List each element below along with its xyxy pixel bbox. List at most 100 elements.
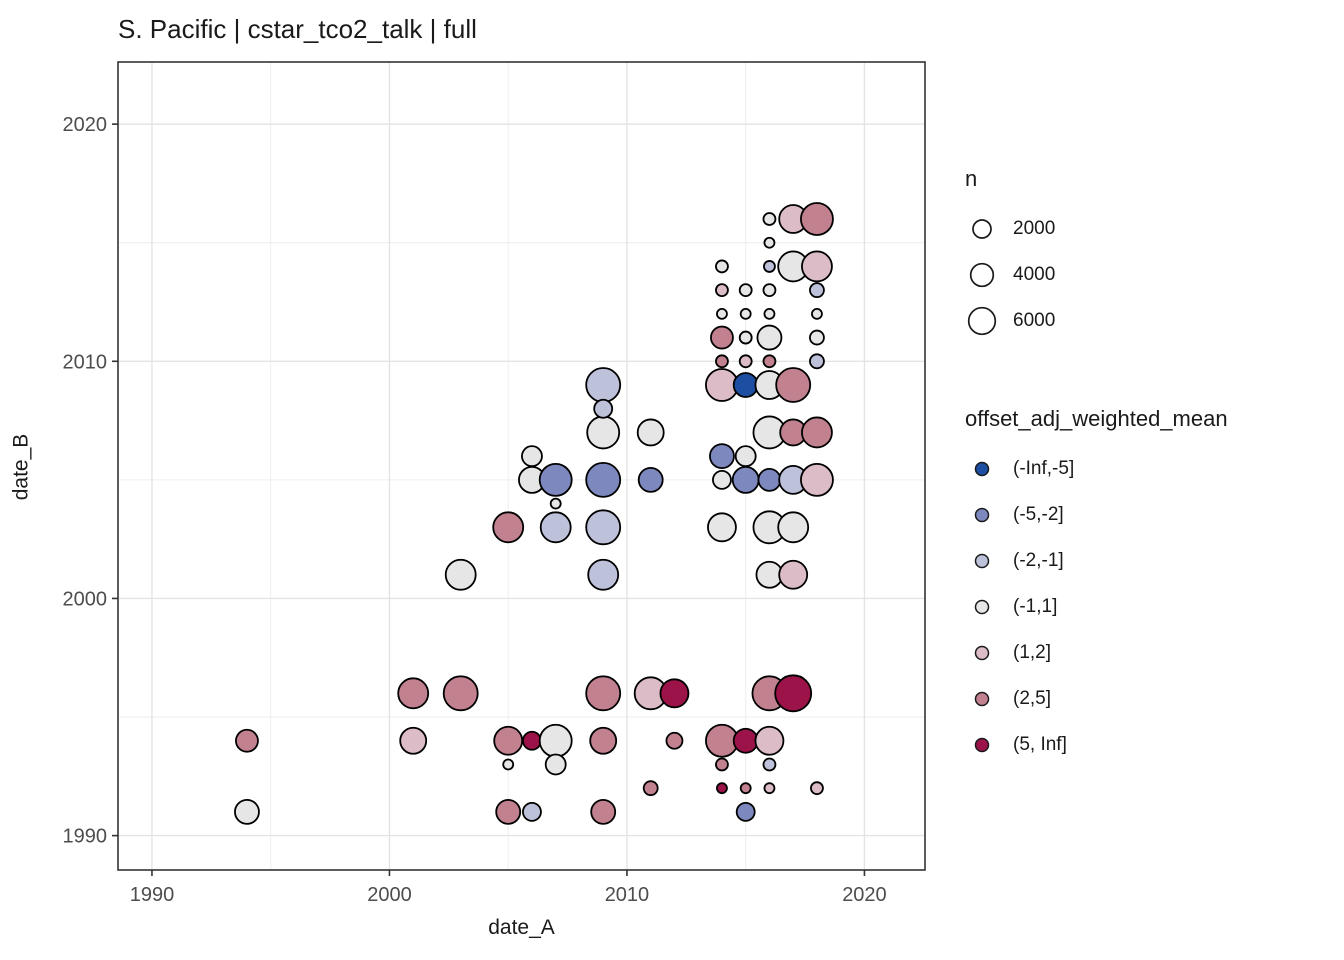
size-legend-title: n — [965, 166, 978, 191]
y-tick-label: 1990 — [63, 826, 108, 848]
color-legend-entry: (1,2] — [965, 630, 1228, 676]
data-point — [763, 260, 776, 273]
y-tick-label: 2020 — [63, 114, 108, 136]
data-point — [502, 758, 515, 771]
color-legend-label: (-5,-2] — [1013, 504, 1064, 525]
color-legend-entry: (2,5] — [965, 676, 1228, 722]
data-point — [762, 212, 777, 226]
data-point — [444, 558, 477, 591]
data-point — [637, 466, 664, 493]
data-point — [492, 511, 525, 544]
data-point — [585, 509, 622, 546]
x-tick-label: 2010 — [605, 884, 650, 906]
data-point — [809, 329, 825, 346]
data-point — [522, 730, 542, 751]
data-point — [544, 753, 567, 776]
size-legend-label: 6000 — [1013, 310, 1056, 331]
data-point — [734, 445, 757, 468]
data-point — [538, 462, 573, 497]
data-point — [549, 497, 562, 510]
color-legend-label: (2,5] — [1013, 688, 1052, 709]
data-point — [754, 725, 785, 756]
color-legend-label: (-Inf,-5] — [1013, 458, 1075, 479]
data-point — [715, 757, 729, 772]
data-point — [665, 731, 684, 750]
data-point — [538, 723, 573, 758]
data-point — [738, 330, 753, 345]
data-point — [732, 372, 759, 398]
data-point — [763, 236, 776, 249]
x-tick-label: 2000 — [367, 884, 412, 906]
y-tick-label: 2010 — [63, 351, 108, 373]
data-point — [732, 727, 759, 754]
data-point — [707, 512, 737, 543]
data-point — [493, 725, 524, 756]
data-point — [442, 675, 479, 712]
color-legend-entry: (5, Inf] — [965, 722, 1228, 768]
data-point — [593, 398, 614, 419]
data-point — [709, 443, 735, 470]
color-key-dot-icon — [965, 544, 999, 578]
data-point — [585, 367, 622, 403]
data-point — [585, 461, 622, 498]
data-point — [234, 798, 260, 825]
color-key-dot-icon — [965, 682, 999, 716]
data-point — [762, 354, 777, 369]
data-point — [731, 465, 760, 494]
data-point — [800, 202, 834, 236]
data-point — [739, 307, 752, 320]
color-legend-entry: (-5,-2] — [965, 492, 1228, 538]
color-key-dot-icon — [965, 498, 999, 532]
data-point — [715, 259, 729, 274]
x-tick-label: 1990 — [130, 884, 175, 906]
color-key-dot-icon — [965, 636, 999, 670]
color-legend-label: (-2,-1] — [1013, 550, 1064, 571]
data-point — [539, 511, 572, 544]
data-point — [775, 367, 812, 403]
data-point — [756, 324, 783, 351]
color-legend-entry: (-Inf,-5] — [965, 446, 1228, 492]
data-point — [235, 728, 259, 753]
size-legend-entry: 4000 — [965, 252, 1055, 298]
data-point — [659, 678, 690, 709]
data-point — [397, 677, 430, 710]
data-point — [801, 416, 833, 449]
data-point — [774, 674, 813, 713]
y-axis-title: date_B — [9, 433, 33, 501]
size-legend-label: 4000 — [1013, 264, 1056, 285]
data-point — [712, 469, 732, 490]
data-point — [800, 462, 834, 497]
size-legend-entry: 2000 — [965, 206, 1055, 252]
data-point — [716, 307, 728, 320]
color-legend: offset_adj_weighted_mean (-Inf,-5] (-5,-2… — [965, 406, 1228, 768]
color-key-dot-icon — [965, 728, 999, 762]
x-tick-label: 2020 — [842, 884, 887, 906]
data-point — [738, 283, 753, 298]
data-point — [521, 445, 543, 468]
data-point — [589, 726, 618, 755]
data-point — [809, 282, 825, 299]
color-legend-label: (1,2] — [1013, 642, 1052, 663]
data-point — [763, 782, 776, 795]
data-point — [810, 781, 824, 796]
data-point — [636, 418, 665, 447]
data-point — [738, 354, 753, 369]
data-point — [715, 354, 729, 369]
color-legend-entry: (-1,1] — [965, 584, 1228, 630]
data-point — [522, 801, 542, 822]
data-point — [801, 250, 833, 283]
chart-title: S. Pacific | cstar_tco2_talk | full — [118, 14, 477, 44]
color-legend-label: (5, Inf] — [1013, 734, 1067, 755]
data-point — [811, 307, 823, 320]
color-legend-label: (-1,1] — [1013, 596, 1058, 617]
data-point — [710, 325, 734, 350]
color-key-dot-icon — [965, 590, 999, 624]
data-point — [777, 511, 810, 544]
panel-border — [117, 61, 926, 871]
size-legend-label: 2000 — [1013, 218, 1056, 239]
data-point — [762, 283, 777, 298]
data-point — [586, 415, 621, 450]
data-point — [715, 283, 729, 298]
